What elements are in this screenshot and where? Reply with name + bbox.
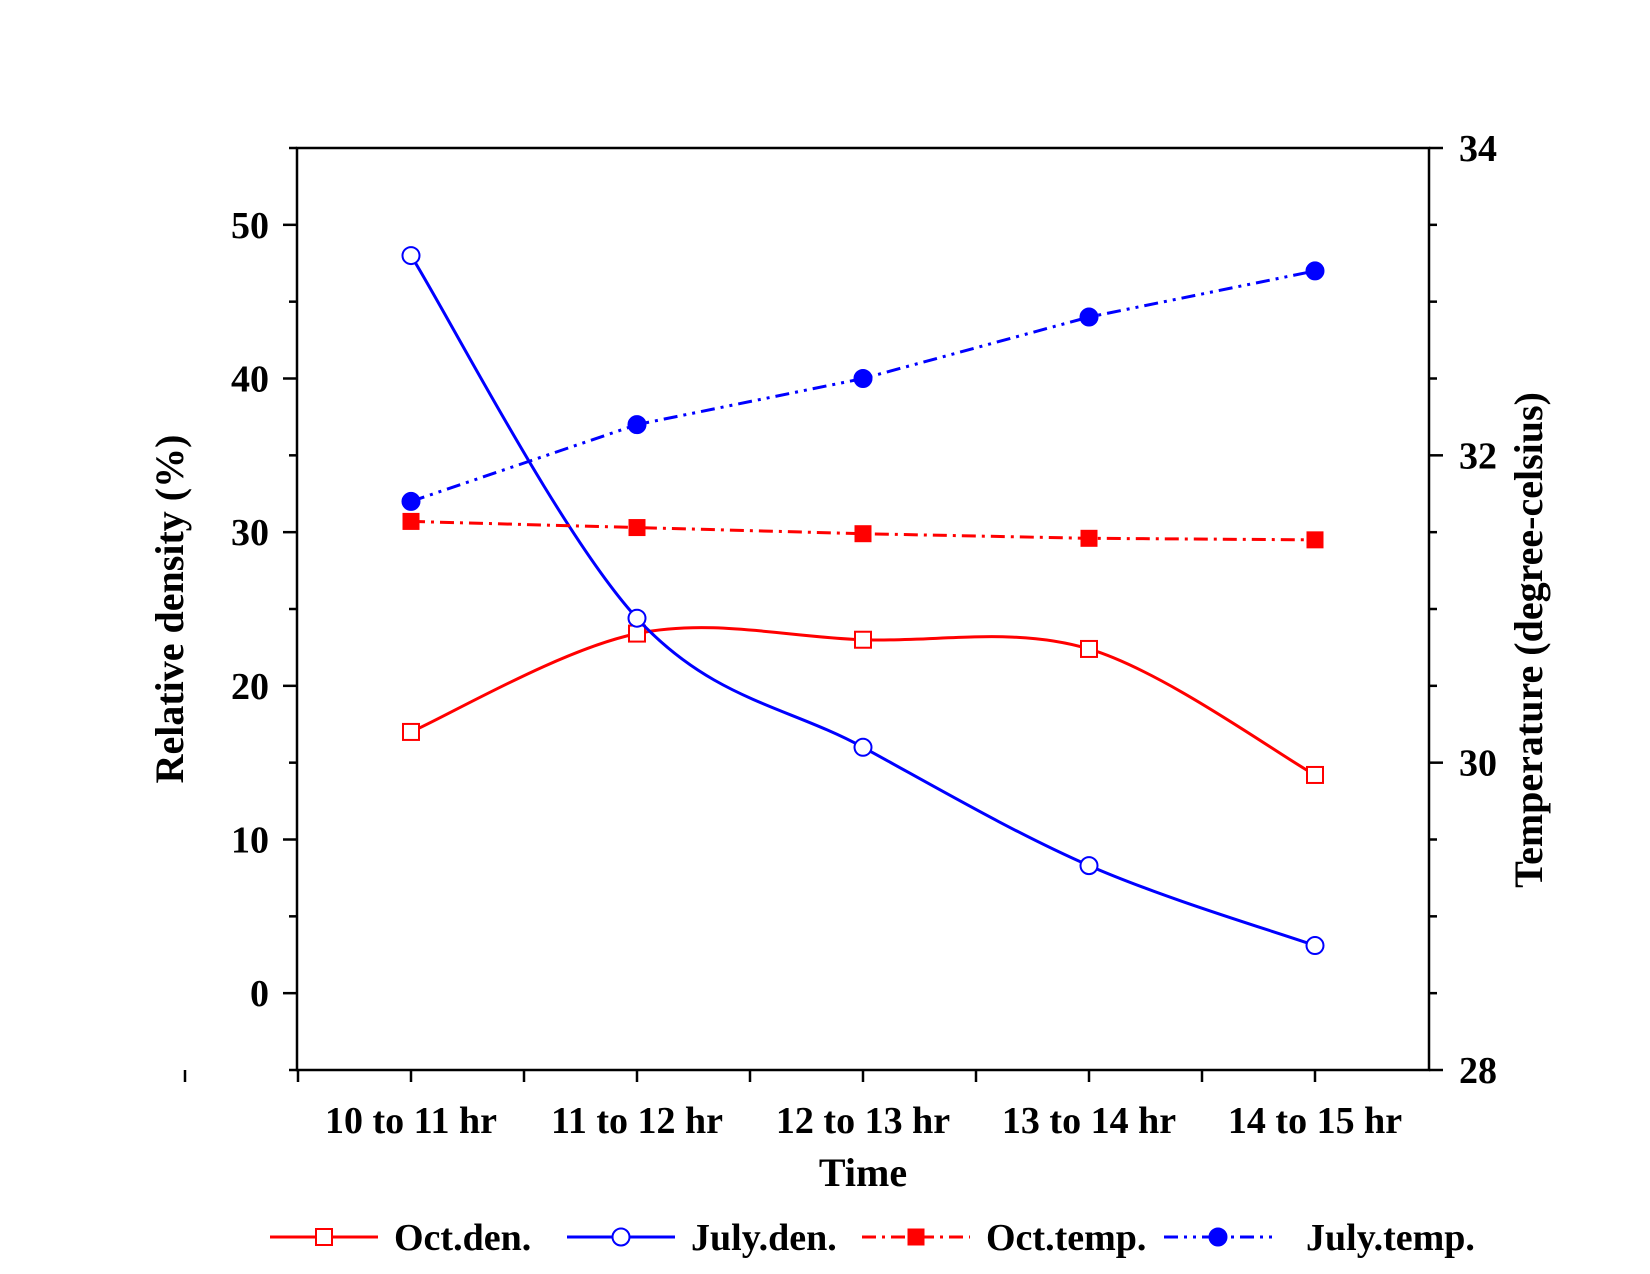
plot-frame <box>295 146 1431 1072</box>
legend-marker-july-den <box>611 1227 631 1247</box>
right-y-tick-label: 30 <box>1459 743 1497 785</box>
legend-label-oct-den: Oct.den. <box>394 1217 531 1259</box>
series-july-den <box>401 246 1325 956</box>
legend-marker-oct-den <box>315 1228 333 1246</box>
data-point-july-temp <box>853 369 873 388</box>
left-y-axis-title: Relative density (%) <box>147 435 192 784</box>
x-axis-ticks: 10 to 11 hr 11 to 12 hr 12 to 13 hr 13 to 1… <box>183 1070 1402 1142</box>
left-y-tick-label: 10 <box>231 820 269 862</box>
data-point-july-den <box>627 608 647 628</box>
x-tick-label: 11 to 12 hr <box>551 1100 723 1142</box>
series-line-oct-temp <box>410 519 1316 542</box>
left-y-tick-label: 50 <box>231 205 269 247</box>
right-y-tick-label: 32 <box>1459 435 1497 477</box>
data-point-july-den <box>1079 856 1099 876</box>
series-oct-den <box>402 624 1324 784</box>
data-point-july-den <box>1305 936 1325 956</box>
data-point-july-temp <box>401 491 421 511</box>
x-tick-label: 12 to 13 hr <box>776 1100 950 1142</box>
left-y-tick-label: 0 <box>250 973 269 1015</box>
legend-marker-july-temp <box>1208 1227 1228 1247</box>
right-y-axis-ticks: 28 30 32 34 <box>1429 128 1497 1092</box>
left-y-tick-label: 20 <box>231 666 269 708</box>
data-point-oct-temp <box>402 512 420 530</box>
series-layer <box>401 246 1325 956</box>
series-july-temp <box>401 261 1325 511</box>
legend-marker-oct-temp <box>907 1228 925 1246</box>
data-point-july-den <box>401 246 421 266</box>
data-point-july-temp <box>1305 261 1325 281</box>
left-y-tick-label: 30 <box>231 512 269 554</box>
x-axis-title: Time <box>819 1150 907 1195</box>
right-y-tick-label: 28 <box>1459 1050 1497 1092</box>
series-oct-temp <box>402 512 1324 549</box>
x-tick-label: 10 to 11 hr <box>325 1100 497 1142</box>
data-point-oct-temp <box>1306 531 1324 549</box>
x-tick-label: 13 to 14 hr <box>1002 1100 1176 1142</box>
legend-label-oct-temp: Oct.temp. <box>986 1217 1146 1259</box>
left-y-axis-ticks: 0 10 20 30 40 50 <box>231 146 297 1072</box>
data-point-oct-den <box>628 624 646 643</box>
left-y-tick-label: 40 <box>231 359 269 401</box>
data-point-oct-temp <box>1080 529 1098 547</box>
data-point-oct-temp <box>628 519 646 537</box>
right-y-axis-title: Temperature (degree-celsius) <box>1506 392 1551 888</box>
legend-label-july-den: July.den. <box>691 1217 837 1259</box>
data-point-oct-den <box>1306 765 1324 784</box>
series-line-july-den <box>409 254 1316 947</box>
right-y-tick-label: 34 <box>1459 128 1497 170</box>
legend: Oct.den. July.den. Oct.temp. July.temp. <box>270 1217 1475 1259</box>
data-point-july-temp <box>627 415 647 435</box>
data-point-oct-den <box>854 630 872 649</box>
x-tick-label: 14 to 15 hr <box>1228 1100 1402 1142</box>
data-point-oct-den <box>1080 639 1098 658</box>
legend-label-july-temp: July.temp. <box>1306 1217 1475 1259</box>
data-point-oct-den <box>402 722 420 741</box>
data-point-july-den <box>853 737 873 757</box>
data-point-oct-temp <box>854 525 872 543</box>
data-point-july-temp <box>1079 307 1099 327</box>
